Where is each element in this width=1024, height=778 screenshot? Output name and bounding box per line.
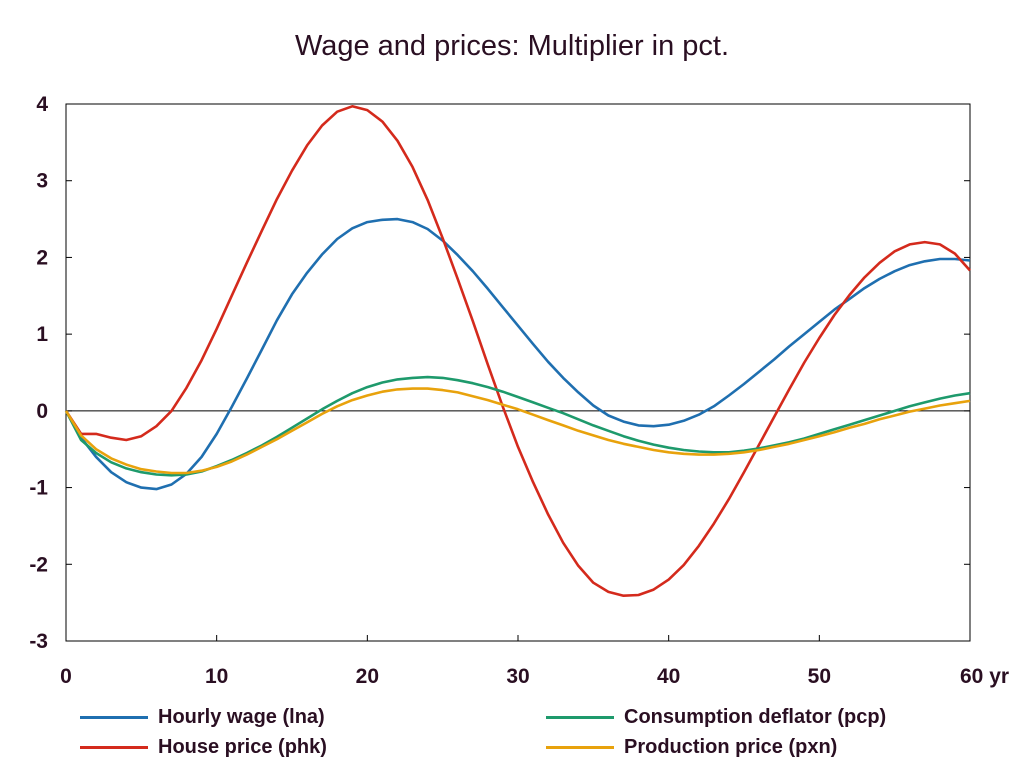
series-line-house-price-phk [64, 105, 971, 597]
y-tick-label: -1 [29, 477, 48, 500]
legend-label: Consumption deflator (pcp) [624, 705, 887, 728]
series-line-hourly-wage-lna [64, 217, 971, 491]
legend-label: Hourly wage (lna) [158, 705, 325, 728]
series-line-production-price-pxn [64, 387, 971, 475]
line-chart: -3 -2 -1 0 1 2 3 4 0 10 20 30 40 50 60 yr [29, 93, 1009, 688]
legend-swatch [546, 745, 614, 749]
y-tick-label: -2 [29, 553, 48, 576]
legend: Hourly wage (lna) House price (phk) Cons… [0, 700, 1024, 770]
legend-swatch [546, 715, 614, 719]
x-tick-label: 10 [205, 665, 228, 688]
legend-item-house-price: House price (phk) [80, 732, 327, 762]
y-tick-label: -3 [29, 630, 48, 653]
x-tick-label: 50 [808, 665, 831, 688]
legend-label: House price (phk) [158, 735, 327, 758]
y-tick-label: 3 [36, 170, 48, 193]
legend-swatch [80, 715, 148, 719]
x-tick-label: 60 yr [960, 665, 1009, 688]
x-axis: 0 10 20 30 40 50 60 yr [60, 635, 1009, 688]
series-lines [64, 105, 971, 597]
x-tick-label: 30 [506, 665, 529, 688]
y-tick-label: 2 [36, 246, 48, 269]
y-tick-label: 0 [36, 400, 48, 423]
x-tick-label: 0 [60, 665, 72, 688]
chart-title: Wage and prices: Multiplier in pct. [294, 30, 730, 62]
legend-item-production-price: Production price (pxn) [546, 732, 837, 762]
plot-frame [65, 103, 971, 642]
series-line-consumption-deflator-pcp [64, 375, 971, 477]
y-tick-label: 1 [36, 323, 48, 346]
plot-border [65, 103, 971, 642]
legend-item-hourly-wage: Hourly wage (lna) [80, 702, 325, 732]
x-tick-label: 40 [657, 665, 680, 688]
x-tick-label: 20 [356, 665, 379, 688]
legend-label: Production price (pxn) [624, 735, 838, 758]
legend-swatch [80, 745, 148, 749]
legend-item-consumption-deflator: Consumption deflator (pcp) [546, 702, 886, 732]
y-axis: -3 -2 -1 0 1 2 3 4 [29, 93, 970, 653]
y-tick-label: 4 [36, 93, 48, 116]
